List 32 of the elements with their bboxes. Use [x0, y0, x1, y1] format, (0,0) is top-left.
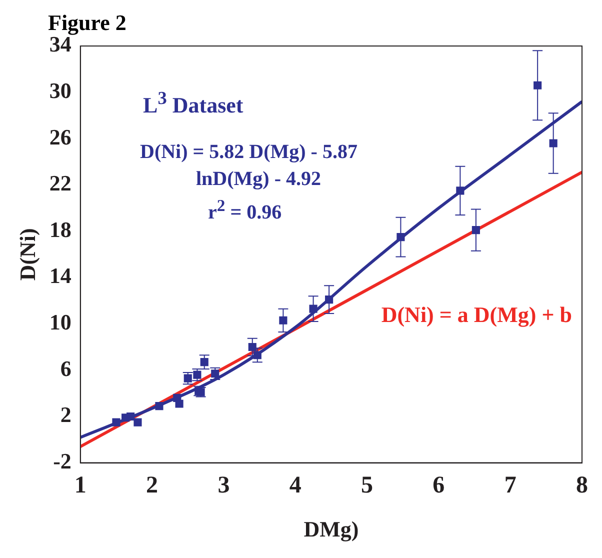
y-tick-label: 18: [49, 216, 72, 242]
annotation: D(Ni) = 5.82 D(Mg) - 5.87: [140, 141, 358, 164]
annotation: lnD(Mg) - 4.92: [196, 168, 321, 191]
point: [155, 402, 164, 410]
y-tick-label: 26: [49, 124, 72, 150]
point: [175, 400, 184, 408]
point: [549, 139, 558, 148]
y-tick-label: 14: [49, 263, 72, 288]
x-tick-label: 2: [146, 472, 158, 498]
point: [134, 418, 142, 426]
x-tick-label: 7: [504, 472, 516, 498]
point: [112, 418, 120, 426]
x-tick-label: 8: [576, 472, 588, 498]
x-tick-label: 5: [361, 472, 374, 498]
x-tick-label: 3: [218, 472, 230, 498]
point: [126, 412, 135, 421]
series-label: D(Ni) = a D(Mg) + b: [381, 302, 572, 328]
x-axis-title: DMg): [304, 516, 359, 542]
annotation: L$^{3}$ Dataset: [143, 88, 244, 118]
y-tick-label: 6: [60, 356, 72, 381]
y-tick-label: -2: [53, 448, 72, 474]
y-axis-title: D(Ni): [14, 228, 40, 281]
point: [456, 186, 464, 195]
y-tick-label: 2: [60, 402, 72, 428]
x-tick-label: 1: [74, 472, 86, 498]
y-tick-label: 22: [49, 170, 72, 196]
y-tick-label: 10: [49, 310, 72, 335]
chart-title: Figure 2: [48, 10, 126, 36]
x-tick-label: 4: [289, 472, 302, 498]
x-tick-label: 6: [432, 472, 445, 498]
annotation: r$^{2}$ = 0.96: [208, 196, 282, 225]
y-tick-label: 30: [49, 78, 72, 103]
